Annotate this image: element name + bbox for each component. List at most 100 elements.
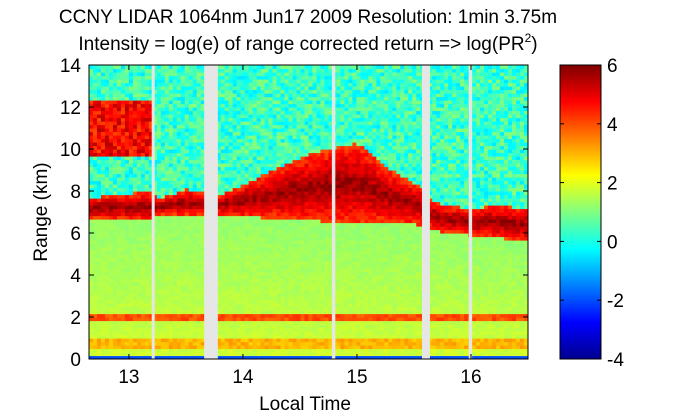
heatmap-cell xyxy=(236,208,242,213)
heatmap-cell xyxy=(276,352,282,357)
heatmap-cell xyxy=(300,254,306,259)
heatmap-cell xyxy=(132,173,138,178)
heatmap-cell xyxy=(324,306,330,311)
heatmap-cell xyxy=(176,138,182,143)
heatmap-cell xyxy=(260,275,266,280)
heatmap-cell xyxy=(192,275,198,280)
heatmap-cell xyxy=(148,142,154,147)
heatmap-cell xyxy=(92,233,98,238)
heatmap-cell xyxy=(96,341,102,346)
heatmap-cell xyxy=(264,271,270,276)
heatmap-cell xyxy=(256,212,262,217)
heatmap-cell xyxy=(308,219,314,224)
heatmap-cell xyxy=(156,180,162,185)
heatmap-cell xyxy=(280,86,286,91)
heatmap-cell xyxy=(112,86,118,91)
heatmap-cell xyxy=(164,257,170,262)
heatmap-cell xyxy=(304,331,310,336)
heatmap-cell xyxy=(216,110,222,115)
heatmap-cell xyxy=(296,331,302,336)
heatmap-cell xyxy=(140,117,146,122)
heatmap-cell xyxy=(248,212,254,217)
heatmap-cell xyxy=(260,79,266,84)
heatmap-cell xyxy=(89,68,94,73)
heatmap-cell xyxy=(132,166,138,171)
heatmap-cell xyxy=(240,68,246,73)
heatmap-cell xyxy=(96,320,102,325)
heatmap-cell xyxy=(260,254,266,259)
heatmap-cell xyxy=(132,68,138,73)
heatmap-cell xyxy=(200,226,206,231)
heatmap-cell xyxy=(104,254,110,259)
heatmap-cell xyxy=(140,177,146,182)
heatmap-cell xyxy=(168,100,174,105)
heatmap-cell xyxy=(128,334,134,339)
heatmap-cell xyxy=(268,306,274,311)
heatmap-cell xyxy=(92,117,98,122)
heatmap-cell xyxy=(160,275,166,280)
heatmap-cell xyxy=(176,173,182,178)
heatmap-cell xyxy=(116,184,122,189)
heatmap-cell xyxy=(92,278,98,283)
heatmap-cell xyxy=(292,177,298,182)
heatmap-cell xyxy=(180,282,186,287)
heatmap-cell xyxy=(180,264,186,269)
heatmap-cell xyxy=(288,355,294,359)
heatmap-cell xyxy=(132,299,138,304)
heatmap-cell xyxy=(240,135,246,140)
heatmap-cell xyxy=(252,205,258,210)
heatmap-cell xyxy=(184,128,190,133)
heatmap-cell xyxy=(172,313,178,318)
heatmap-cell xyxy=(224,117,230,122)
heatmap-cell xyxy=(256,166,262,171)
heatmap-cell xyxy=(276,306,282,311)
heatmap-cell xyxy=(232,142,238,147)
heatmap-cell xyxy=(124,327,130,332)
heatmap-cell xyxy=(192,282,198,287)
heatmap-cell xyxy=(252,79,258,84)
heatmap-cell xyxy=(172,310,178,315)
heatmap-cell xyxy=(316,184,322,189)
heatmap-cell xyxy=(124,152,130,157)
heatmap-cell xyxy=(248,261,254,266)
heatmap-cell xyxy=(316,310,322,315)
heatmap-cell xyxy=(144,250,150,255)
heatmap-cell xyxy=(280,341,286,346)
heatmap-cell xyxy=(124,86,130,91)
heatmap-cell xyxy=(164,65,170,70)
heatmap-cell xyxy=(280,233,286,238)
heatmap-cell xyxy=(244,138,250,143)
heatmap-cell xyxy=(324,254,330,259)
heatmap-cell xyxy=(252,229,258,234)
heatmap-cell xyxy=(236,131,242,136)
heatmap-cell xyxy=(120,247,126,252)
heatmap-cell xyxy=(232,89,238,94)
heatmap-cell xyxy=(264,89,270,94)
heatmap-cell xyxy=(304,219,310,224)
heatmap-cell xyxy=(196,205,202,210)
heatmap-cell xyxy=(108,72,114,77)
heatmap-cell xyxy=(92,72,98,77)
heatmap-cell xyxy=(268,82,274,87)
heatmap-cell xyxy=(228,261,234,266)
heatmap-cell xyxy=(252,257,258,262)
heatmap-cell xyxy=(124,226,130,231)
heatmap-cell xyxy=(184,306,190,311)
heatmap-cell xyxy=(248,243,254,248)
heatmap-cell xyxy=(220,268,226,273)
heatmap-cell xyxy=(148,65,154,70)
heatmap-cell xyxy=(156,257,162,262)
heatmap-cell xyxy=(120,173,126,178)
heatmap-cell xyxy=(92,240,98,245)
heatmap-cell xyxy=(160,334,166,339)
heatmap-cell xyxy=(108,215,114,220)
heatmap-cell xyxy=(136,145,142,150)
heatmap-cell xyxy=(188,180,194,185)
heatmap-cell xyxy=(256,163,262,168)
heatmap-cell xyxy=(288,254,294,259)
heatmap-cell xyxy=(300,107,306,112)
heatmap-cell xyxy=(152,194,158,199)
heatmap-cell xyxy=(276,177,282,182)
heatmap-cell xyxy=(104,65,110,70)
heatmap-cell xyxy=(128,236,134,241)
